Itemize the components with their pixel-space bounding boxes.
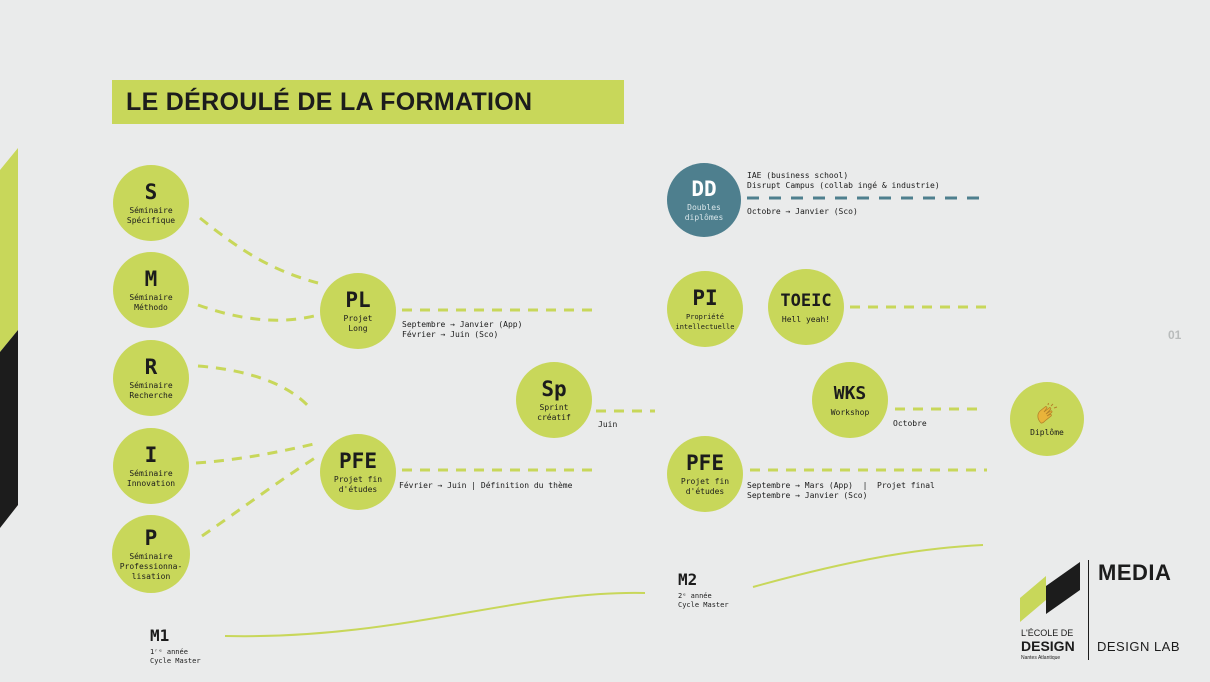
node-label: Projet fin d'études	[333, 474, 383, 494]
school-name-line1: L'ÉCOLE DE	[1021, 628, 1074, 638]
title-highlight	[112, 80, 624, 124]
year-m2-code: M2	[678, 570, 698, 589]
school-name-line2: DESIGN	[1021, 638, 1075, 654]
node-code: PFE	[686, 450, 724, 475]
node-label: Séminaire Innovation	[126, 468, 176, 488]
left-edge-decoration	[0, 148, 18, 528]
connector-m-pl	[197, 303, 319, 322]
node-label: Sprint créatif	[537, 402, 571, 422]
node-i: I Séminaire Innovation	[113, 428, 189, 504]
page-number: 01	[1168, 328, 1182, 342]
note-dd-top: IAE (business school) Disrupt Campus (co…	[747, 171, 940, 190]
node-pfe2: PFE Projet fin d'études	[667, 436, 743, 512]
node-label: Workshop	[830, 407, 870, 417]
brand-design-lab: DESIGN LAB	[1097, 639, 1181, 654]
logo-divider	[1088, 560, 1089, 660]
node-s: S Séminaire Spécifique	[113, 165, 189, 241]
connector-r-pfe	[197, 364, 312, 409]
node-label: Doubles diplômes	[684, 202, 724, 222]
note-pfe2: Septembre → Mars (App) | Projet final Se…	[747, 481, 935, 500]
connector-s-pl	[199, 216, 319, 285]
node-sp: Sp Sprint créatif	[516, 362, 592, 438]
timeline-m2-end	[752, 544, 984, 588]
page-title: LE DÉROULÉ DE LA FORMATION	[126, 88, 533, 116]
node-label: Diplôme	[1030, 427, 1064, 437]
node-label: Projet Long	[343, 313, 373, 333]
note-dd-bottom: Octobre → Janvier (Sco)	[747, 207, 858, 216]
node-code: R	[144, 354, 158, 379]
node-code: PL	[345, 287, 371, 312]
node-dd: DD Doubles diplômes	[667, 163, 741, 237]
node-wks: WKS Workshop	[812, 362, 888, 438]
node-label: Propriété intellectuelle	[675, 312, 735, 331]
brand-media: MEDIA	[1098, 560, 1172, 585]
node-label: Séminaire Recherche	[129, 380, 173, 400]
node-code: WKS	[833, 382, 867, 404]
connector-i-pfe	[195, 441, 319, 465]
school-name-line3: Nantes Atlantique	[1021, 655, 1061, 661]
node-code: DD	[691, 176, 717, 201]
school-logo-mark	[1020, 562, 1080, 622]
timeline-m1-m2	[224, 591, 646, 638]
node-p: P Séminaire Professionna- lisation	[112, 515, 190, 593]
node-label: Séminaire Professionna- lisation	[119, 551, 183, 581]
node-code: PI	[692, 285, 718, 310]
node-code: S	[144, 179, 158, 204]
note-wks: Octobre	[893, 419, 927, 428]
node-code: TOEIC	[780, 290, 832, 311]
node-label: Projet fin d'études	[680, 476, 730, 496]
node-r: R Séminaire Recherche	[113, 340, 189, 416]
connector-p-pfe	[201, 454, 319, 538]
node-code: P	[144, 525, 158, 550]
node-pl: PL Projet Long	[320, 273, 396, 349]
note-pfe1: Février → Juin | Définition du thème	[399, 481, 573, 490]
node-m: M Séminaire Méthodo	[113, 252, 189, 328]
node-code: Sp	[541, 376, 567, 401]
node-pi: PI Propriété intellectuelle	[667, 271, 743, 347]
node-toeic: TOEIC Hell yeah!	[768, 269, 844, 345]
note-pl: Septembre → Janvier (App) Février → Juin…	[402, 320, 523, 339]
node-label: Hell yeah!	[781, 314, 831, 324]
node-label: Séminaire Spécifique	[126, 205, 176, 225]
node-diplome: Diplôme	[1010, 382, 1084, 456]
node-code: PFE	[339, 448, 377, 473]
note-sp: Juin	[598, 420, 618, 429]
node-code: I	[144, 442, 158, 467]
year-m2-label: 2ᵉ année Cycle Master	[678, 592, 729, 609]
node-code: M	[144, 266, 158, 291]
node-label: Séminaire Méthodo	[129, 292, 173, 312]
clapping-hands-icon	[1037, 402, 1058, 423]
year-m1-code: M1	[150, 626, 170, 645]
year-m1-label: 1ʳᵉ année Cycle Master	[150, 648, 201, 665]
node-pfe1: PFE Projet fin d'études	[320, 434, 396, 510]
